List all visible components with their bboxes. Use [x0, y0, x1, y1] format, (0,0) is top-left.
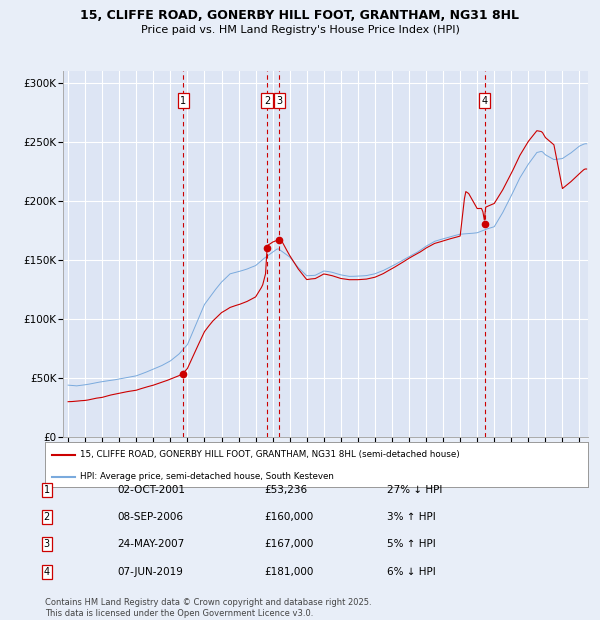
Text: Contains HM Land Registry data © Crown copyright and database right 2025.
This d: Contains HM Land Registry data © Crown c…	[45, 598, 371, 618]
Text: 2: 2	[44, 512, 50, 522]
Text: £160,000: £160,000	[264, 512, 313, 522]
Text: 27% ↓ HPI: 27% ↓ HPI	[387, 485, 442, 495]
Text: 15, CLIFFE ROAD, GONERBY HILL FOOT, GRANTHAM, NG31 8HL (semi-detached house): 15, CLIFFE ROAD, GONERBY HILL FOOT, GRAN…	[80, 450, 460, 459]
Text: HPI: Average price, semi-detached house, South Kesteven: HPI: Average price, semi-detached house,…	[80, 472, 334, 481]
Text: 02-OCT-2001: 02-OCT-2001	[117, 485, 185, 495]
Text: 5% ↑ HPI: 5% ↑ HPI	[387, 539, 436, 549]
Text: 08-SEP-2006: 08-SEP-2006	[117, 512, 183, 522]
Text: 3: 3	[44, 539, 50, 549]
Text: Price paid vs. HM Land Registry's House Price Index (HPI): Price paid vs. HM Land Registry's House …	[140, 25, 460, 35]
Text: 07-JUN-2019: 07-JUN-2019	[117, 567, 183, 577]
Text: 2: 2	[264, 96, 270, 106]
Text: 4: 4	[481, 96, 488, 106]
Text: £181,000: £181,000	[264, 567, 313, 577]
Text: 6% ↓ HPI: 6% ↓ HPI	[387, 567, 436, 577]
Text: 3: 3	[277, 96, 283, 106]
Text: £53,236: £53,236	[264, 485, 307, 495]
Text: 24-MAY-2007: 24-MAY-2007	[117, 539, 184, 549]
Text: 1: 1	[44, 485, 50, 495]
Text: 15, CLIFFE ROAD, GONERBY HILL FOOT, GRANTHAM, NG31 8HL: 15, CLIFFE ROAD, GONERBY HILL FOOT, GRAN…	[80, 9, 520, 22]
Text: 3% ↑ HPI: 3% ↑ HPI	[387, 512, 436, 522]
Text: £167,000: £167,000	[264, 539, 313, 549]
Text: 4: 4	[44, 567, 50, 577]
Text: 1: 1	[180, 96, 186, 106]
